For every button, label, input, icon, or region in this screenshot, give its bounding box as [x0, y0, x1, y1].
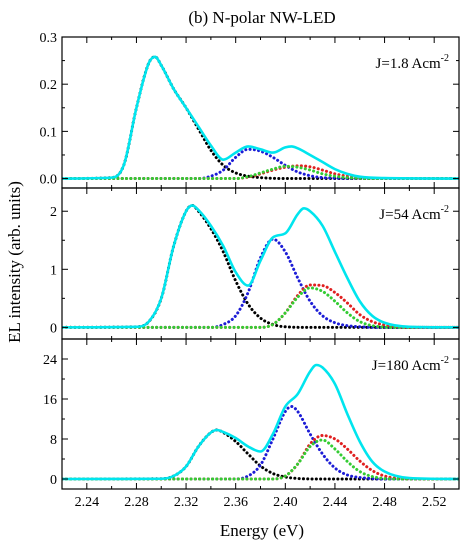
x-tick-label-1: 2.28 — [124, 495, 149, 510]
panel-1: 0.0 0.1 0.2 0.3 J=1.8 Acm-2 — [40, 31, 460, 189]
panel-2-current-density-annotation: J=54 Acm-2 — [379, 204, 449, 223]
panel-2-series-2-line — [62, 237, 459, 329]
panel-1-series — [62, 55, 459, 181]
panel-1-series-2-line — [62, 147, 459, 181]
panel-3-series-3-line — [62, 433, 459, 481]
panel-2-series-1-line — [62, 203, 459, 329]
panel-2-series-4-line — [62, 286, 459, 329]
panel-1-y-tick-label-3: 0.3 — [40, 31, 58, 46]
panel-3-y-tick-label-1: 8 — [50, 433, 57, 448]
panel-2-series — [62, 203, 459, 329]
x-axis-label: Energy (eV) — [220, 521, 304, 540]
x-tick-label-6: 2.48 — [372, 495, 397, 510]
panel-3-series-1-line — [62, 428, 459, 481]
panel-2-series-0-line — [62, 204, 459, 329]
panel-3-y-tick-label-3: 24 — [43, 353, 57, 368]
panel-2: 0 1 2 J=54 Acm-2 — [50, 187, 460, 340]
panel-3-series — [62, 363, 459, 481]
panel-1-series-1-line — [62, 55, 459, 181]
panel-3: 0 8 16 24 2.24 2.28 2.32 2.36 2.40 2.44 2.48 2.52 J=… — [43, 338, 460, 510]
panel-2-y-tick-label-2: 2 — [50, 205, 57, 220]
panel-3-series-2-line — [62, 404, 459, 481]
x-tick-label-0: 2.24 — [75, 495, 100, 510]
panel-2-y-tick-label-0: 0 — [50, 321, 57, 336]
x-tick-label-7: 2.52 — [422, 495, 447, 510]
x-tick-label-3: 2.36 — [223, 495, 248, 510]
panel-3-y-tick-label-0: 0 — [50, 473, 57, 488]
x-tick-label-5: 2.44 — [323, 495, 348, 510]
panel-1-y-tick-label-0: 0.0 — [40, 173, 58, 188]
panel-1-y-tick-label-2: 0.2 — [40, 78, 58, 93]
x-tick-label-4: 2.40 — [273, 495, 298, 510]
panel-3-series-4-line — [62, 438, 459, 481]
panel-2-series-3-line — [62, 283, 459, 329]
panel-1-series-0-line — [62, 55, 459, 180]
panel-3-series-0-line — [62, 363, 459, 481]
y-axis-label: EL intensity (arb. units) — [5, 181, 24, 343]
panel-1-series-4-line — [62, 164, 459, 181]
panel-2-y-tick-label-1: 1 — [50, 263, 57, 278]
panel-3-current-density-annotation: J=180 Acm-2 — [372, 355, 449, 374]
panel-1-series-3-line — [62, 164, 459, 181]
panel-1-current-density-annotation: J=1.8 Acm-2 — [376, 53, 449, 72]
x-tick-label-2: 2.32 — [174, 495, 199, 510]
panel-1-y-tick-label-1: 0.1 — [40, 125, 58, 140]
panel-3-y-tick-label-2: 16 — [43, 393, 57, 408]
figure-title: (b) N-polar NW-LED — [188, 8, 335, 27]
